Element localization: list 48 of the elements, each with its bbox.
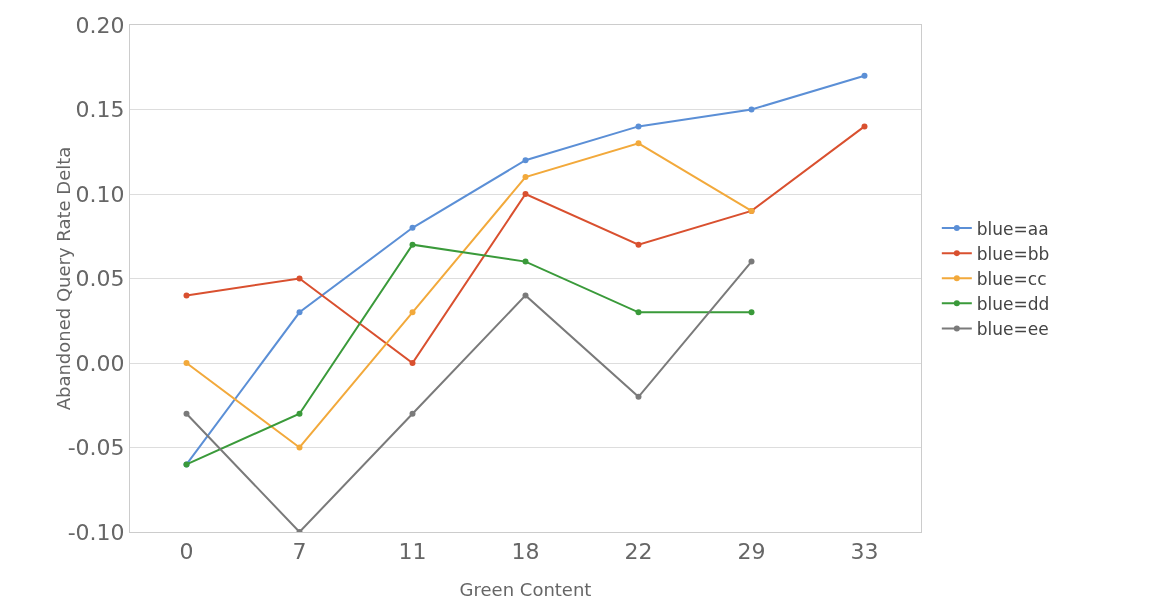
point [522,258,529,265]
point [296,410,303,417]
y-tick-label: 0.15 [75,97,125,123]
point [409,309,416,316]
point [522,174,529,181]
legend-label: blue=ee [976,319,1049,340]
x-tick-label: 11 [398,539,427,565]
x-tick-label: 29 [737,539,766,565]
point [522,191,529,197]
x-tick-label: 33 [850,539,879,565]
x-tick-label: 18 [511,539,540,565]
point [409,224,416,231]
legend-label: blue=cc [976,268,1047,289]
point [748,258,755,265]
point [183,360,190,366]
legend-label: blue=dd [976,293,1050,314]
point [635,140,642,147]
point [635,309,642,316]
y-tick-label: 0.05 [75,266,125,292]
y-tick-label: -0.10 [67,519,125,545]
point [522,157,529,164]
x-tick-label: 7 [292,539,307,565]
point [409,241,416,248]
point [635,393,642,400]
point [409,410,416,417]
point [296,309,303,316]
point [183,410,190,417]
point [748,106,755,113]
y-axis-title: Abandoned Query Rate Delta [52,146,74,411]
point [635,241,642,248]
point [296,444,303,451]
point [861,72,868,79]
x-tick-label: 22 [624,539,653,565]
point [861,123,868,130]
point [522,292,529,299]
point [183,292,190,299]
x-axis-title: Green Content [459,579,592,600]
point [635,123,642,130]
legend-label: blue=bb [976,243,1050,264]
y-tick-label: 0.20 [75,12,125,38]
y-tick-label: -0.05 [67,435,125,461]
point [296,275,303,282]
y-tick-label: 0.00 [75,350,125,376]
legend-label: blue=aa [976,218,1049,239]
point [748,309,755,316]
point [409,360,416,366]
x-tick-label: 0 [179,539,194,565]
y-tick-label: 0.10 [75,181,125,207]
